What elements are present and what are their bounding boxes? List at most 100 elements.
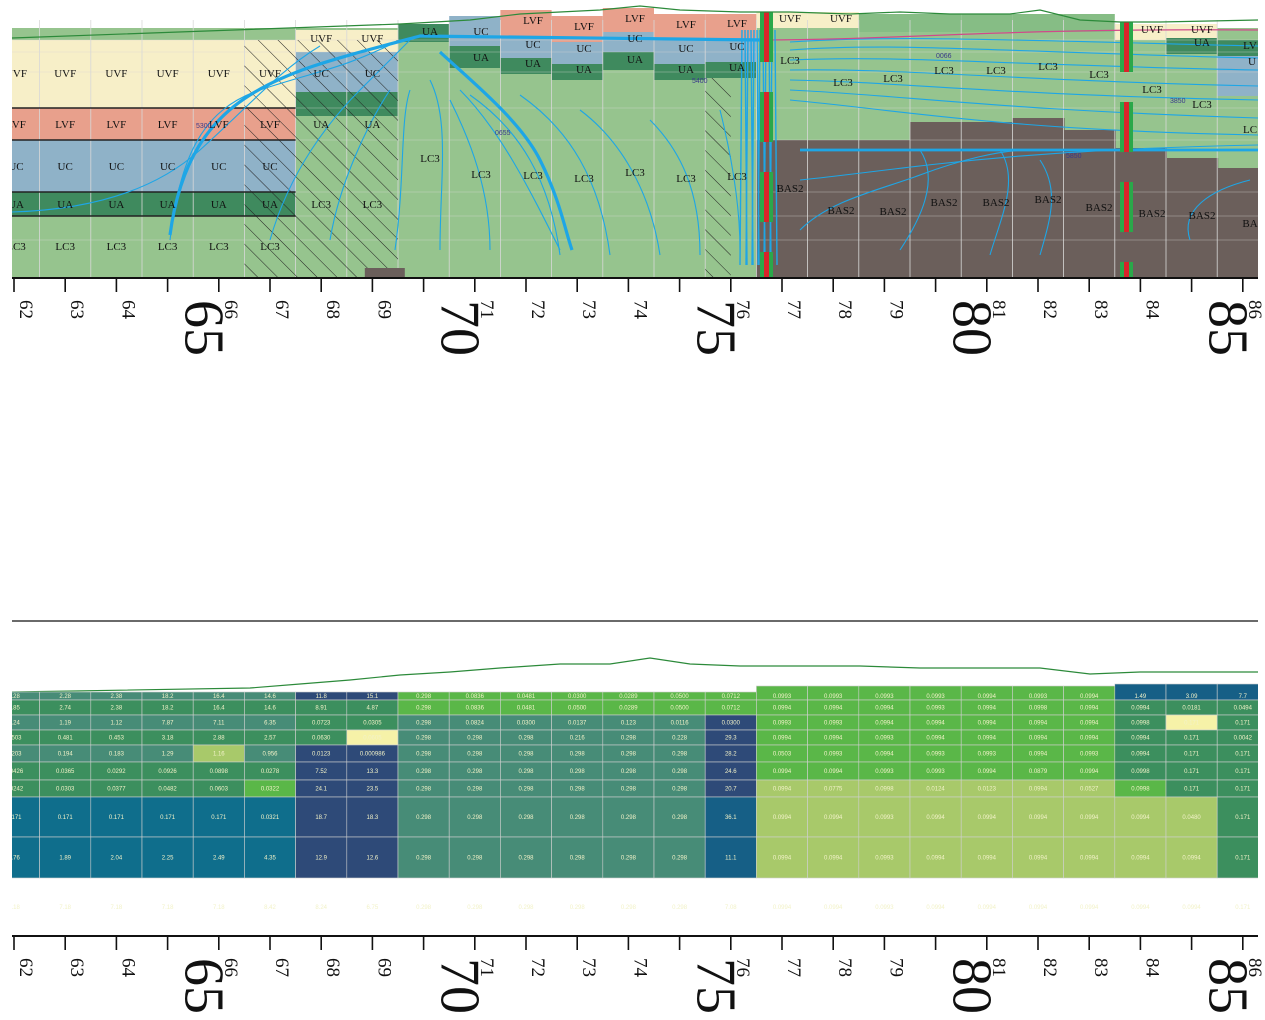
dense-contour [751,29,755,266]
property-value: 0.0998 [1029,706,1048,712]
green-cap-83 [1063,14,1115,32]
property-value: 0.298 [416,706,432,712]
property-value: 0.0994 [1029,815,1048,821]
unit-label: UC [365,68,380,80]
unit-label: UVF [1191,24,1213,36]
property-value: 0.0824 [466,721,485,727]
dense-contour [769,29,773,266]
property-value: 0.298 [467,787,483,793]
property-value: 0.298 [467,736,483,742]
property-value: 0.0993 [875,856,894,862]
property-value: 2.28 [8,694,20,700]
unit-label: BA [1242,218,1257,230]
layer-72-2 [500,58,552,74]
contour-line [649,119,701,256]
property-value: 7.18 [111,905,123,911]
dense-contour [739,29,743,266]
property-value: 0.0994 [978,694,997,700]
property-value: 0.0994 [1131,856,1150,862]
hatch-76 [705,78,731,278]
geologic-cross-section: UVF UVF UVF UVF UVF UVF UVF UVF LVF LVF LVF LVF LVF L… [12,8,1258,278]
tick-label: 84 [1141,958,1162,978]
property-cell [756,836,808,879]
property-value: 0.0712 [722,706,741,712]
property-value: 2.38 [111,694,123,700]
property-value: 0.171 [211,815,227,821]
property-value: 0.0723 [312,721,331,727]
property-value: 7.08 [725,905,737,911]
property-cell [90,836,143,879]
tick-label: 63 [66,958,87,977]
unit-label: UA [211,199,227,211]
property-value: 2.28 [59,694,71,700]
property-value: 2.85 [8,706,20,712]
property-cell [141,836,194,879]
property-value: 0.0994 [1131,736,1150,742]
unit-label: UC [473,26,488,38]
property-value: 7.18 [8,905,20,911]
property-value: 0.171 [1184,769,1200,775]
contour-line [799,144,1258,181]
property-value: 0.298 [467,905,483,911]
ground-surface-line [11,5,1259,39]
contour-line [799,149,1031,231]
property-value: 0.298 [518,856,534,862]
property-value: 16.4 [213,694,225,700]
property-value: 0.0481 [517,694,536,700]
layer-76-2 [705,62,757,78]
property-value: 0.298 [518,815,534,821]
property-cell [551,796,604,838]
property-value: 0.0124 [926,787,945,793]
unit-label: UVF [361,33,383,45]
property-value: 0.0994 [978,856,997,862]
unit-label: UA [678,64,694,76]
layer-74-2 [602,52,654,70]
unit-label: LVF [260,119,280,131]
property-value: 0.0994 [978,706,997,712]
unit-label: UC [627,33,642,45]
unit-label: BAS2 [880,206,907,218]
layer-71-1 [449,46,501,68]
property-value: 0.298 [621,905,637,911]
property-value: 0.956 [262,752,278,758]
ground-surface-line-bottom [11,657,1258,693]
unit-label: UA [57,199,73,211]
unit-label: UVF [830,13,852,25]
property-value: 0.0836 [466,706,485,712]
unit-label: UVF [105,68,127,80]
property-value: 0.0300 [568,694,587,700]
unit-label: LC3 [1192,99,1212,111]
property-cell [704,796,757,838]
property-value: 0.0994 [875,752,894,758]
fault-green [1120,102,1124,152]
contour-line [789,69,1258,87]
property-value: 14.6 [264,706,276,712]
property-value: 0.0993 [978,752,997,758]
property-cell [1012,836,1064,879]
tick-label: 72 [527,300,548,319]
property-value: 0.171 [1235,905,1251,911]
unit-label: UC [160,161,175,173]
unit-label: LC3 [55,241,75,253]
fault-red [764,252,769,278]
property-value: 0.0994 [773,815,792,821]
unit-label: UA [473,52,489,64]
property-value: 0.0994 [978,736,997,742]
layer-75-0 [654,14,706,40]
bas2-86 [1217,168,1258,278]
unit-label: LVF [727,18,747,30]
property-value: 0.0993 [1029,694,1048,700]
property-grid: 2.28 2.85 1.24 0.503 0.203 0.0426 0.0242 0.171 1… [8,683,1258,911]
property-value: 14.6 [264,694,276,700]
property-cell [397,836,450,879]
property-value: 0.183 [109,752,125,758]
property-value: 0.298 [416,815,432,821]
property-value: 1.29 [162,752,174,758]
unit-label: UA [160,199,176,211]
unit-label: BAS2 [931,197,958,209]
property-value: 0.171 [1184,787,1200,793]
property-value: 0.0994 [1131,706,1150,712]
property-value: 24.6 [725,769,737,775]
unit-label: LC3 [471,169,491,181]
tick-label: 71 [476,958,497,977]
